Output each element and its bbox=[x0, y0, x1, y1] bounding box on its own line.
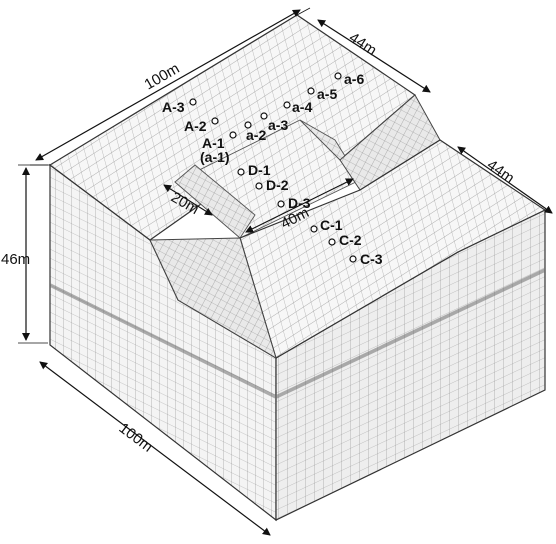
point-marker-a-6: a-6 bbox=[334, 71, 364, 87]
dim-line-bottom-length bbox=[39, 361, 271, 536]
point-label-A-3: A-3 bbox=[162, 99, 185, 115]
dim-bottom-length: 100m bbox=[116, 420, 156, 456]
point-label-C-3: C-3 bbox=[360, 251, 383, 267]
point-label-A-2: A-2 bbox=[184, 118, 207, 134]
point-label-a-1: (a-1) bbox=[200, 149, 230, 165]
dim-height: 46m bbox=[1, 251, 30, 268]
point-label-A-1: A-1 bbox=[202, 135, 225, 151]
point-marker-c-2: C-2 bbox=[328, 232, 362, 248]
point-label-a-4: a-4 bbox=[292, 99, 312, 115]
point-marker-d-2: D-2 bbox=[255, 177, 289, 193]
point-label-D-2: D-2 bbox=[266, 177, 289, 193]
point-marker-d-3: D-3 bbox=[277, 195, 311, 211]
point-marker-c-3: C-3 bbox=[349, 251, 383, 267]
point-label-C-1: C-1 bbox=[320, 217, 343, 233]
point-label-C-2: C-2 bbox=[339, 232, 362, 248]
point-label-a-5: a-5 bbox=[317, 86, 337, 102]
point-marker-a-3: a-3 bbox=[260, 112, 288, 133]
point-marker-a-2: a-2 bbox=[244, 121, 266, 143]
dim-line-top-length bbox=[35, 9, 301, 161]
point-marker-a-2-upper: A-2 bbox=[184, 117, 219, 134]
point-marker-c-1: C-1 bbox=[310, 217, 343, 233]
point-label-a-3: a-3 bbox=[268, 117, 288, 133]
point-marker-a-4: a-4 bbox=[283, 99, 312, 115]
dim-line-right-width bbox=[457, 146, 553, 214]
dim-line-trench-length bbox=[245, 178, 354, 233]
point-marker-d-1: D-1 bbox=[237, 162, 271, 178]
point-label-D-1: D-1 bbox=[248, 162, 271, 178]
point-marker-a-5: a-5 bbox=[307, 86, 337, 102]
dim-line-top-width bbox=[317, 19, 431, 93]
layer-band-right bbox=[276, 268, 545, 399]
point-marker-a-1-upper: A-1 (a-1) bbox=[200, 131, 237, 165]
point-label-a-2: a-2 bbox=[246, 127, 266, 143]
point-marker-a-3-upper: A-3 bbox=[162, 98, 197, 115]
point-label-D-3: D-3 bbox=[288, 195, 311, 211]
point-label-a-6: a-6 bbox=[344, 71, 364, 87]
dim-line-trench-width bbox=[163, 184, 213, 216]
slope-front-left bbox=[149, 237, 277, 360]
